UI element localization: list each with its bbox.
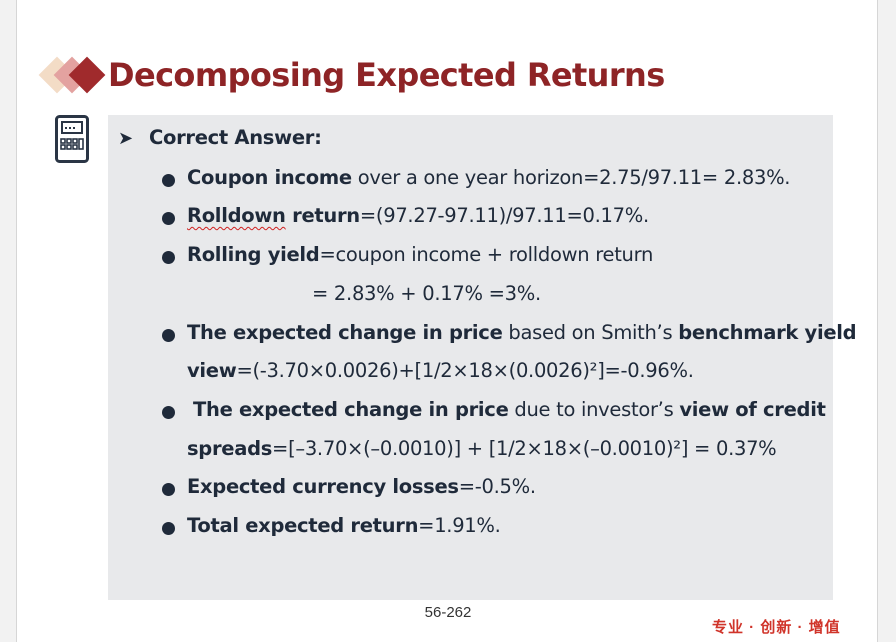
bullet-icon (162, 329, 175, 342)
diamond-decoration-icon (38, 55, 106, 95)
bullet-icon (162, 522, 175, 535)
footer-slogan: 专业 · 创新 · 增值 (712, 619, 841, 636)
bullet-icon (162, 483, 175, 496)
price-change-benchmark-continuation: view=(-3.70×0.0026)+[1/2×18×(0.0026)²]=-… (187, 359, 694, 382)
price-change-credit-continuation: spreads=[–3.70×(–0.0010)] + [1/2×18×(–0.… (187, 437, 777, 460)
bullet-price-change-credit: The expected change in price due to inve… (193, 398, 826, 421)
calculator-icon (55, 115, 89, 163)
bullet-currency-losses: Expected currency losses=-0.5%. (187, 475, 536, 498)
slide-title: Decomposing Expected Returns (108, 56, 665, 94)
page-number: 56-262 (424, 604, 472, 621)
answer-heading: Correct Answer: (149, 126, 322, 149)
bullet-icon (162, 174, 175, 187)
bullet-rolling-yield: Rolling yield=coupon income + rolldown r… (187, 243, 654, 266)
bullet-icon (162, 212, 175, 225)
bullet-icon (162, 251, 175, 264)
bullet-rolldown-return: Rolldown return=(97.27-97.11)/97.11=0.17… (187, 204, 649, 227)
bullet-price-change-benchmark: The expected change in price based on Sm… (187, 321, 857, 344)
bullet-coupon-income: Coupon income over a one year horizon=2.… (187, 166, 791, 189)
bullet-total-return: Total expected return=1.91%. (187, 514, 501, 537)
rolling-yield-continuation: = 2.83% + 0.17% =3%. (312, 282, 541, 305)
arrow-bullet-icon: ➤ (118, 128, 133, 149)
bullet-icon (162, 406, 175, 419)
answer-panel (108, 115, 833, 600)
